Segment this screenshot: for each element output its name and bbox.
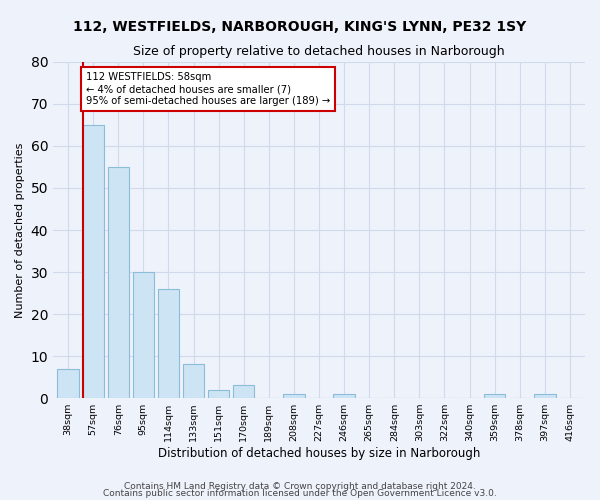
- Text: 112, WESTFIELDS, NARBOROUGH, KING'S LYNN, PE32 1SY: 112, WESTFIELDS, NARBOROUGH, KING'S LYNN…: [73, 20, 527, 34]
- Y-axis label: Number of detached properties: Number of detached properties: [15, 142, 25, 318]
- Bar: [158, 289, 179, 398]
- Bar: [107, 167, 129, 398]
- Bar: [233, 386, 254, 398]
- Bar: [283, 394, 305, 398]
- Text: Contains HM Land Registry data © Crown copyright and database right 2024.: Contains HM Land Registry data © Crown c…: [124, 482, 476, 491]
- Bar: [58, 368, 79, 398]
- Title: Size of property relative to detached houses in Narborough: Size of property relative to detached ho…: [133, 45, 505, 58]
- Bar: [183, 364, 204, 398]
- Bar: [208, 390, 229, 398]
- Bar: [133, 272, 154, 398]
- Bar: [334, 394, 355, 398]
- Bar: [484, 394, 505, 398]
- Text: Contains public sector information licensed under the Open Government Licence v3: Contains public sector information licen…: [103, 489, 497, 498]
- Text: 112 WESTFIELDS: 58sqm
← 4% of detached houses are smaller (7)
95% of semi-detach: 112 WESTFIELDS: 58sqm ← 4% of detached h…: [86, 72, 330, 106]
- Bar: [83, 125, 104, 398]
- Bar: [534, 394, 556, 398]
- X-axis label: Distribution of detached houses by size in Narborough: Distribution of detached houses by size …: [158, 447, 480, 460]
